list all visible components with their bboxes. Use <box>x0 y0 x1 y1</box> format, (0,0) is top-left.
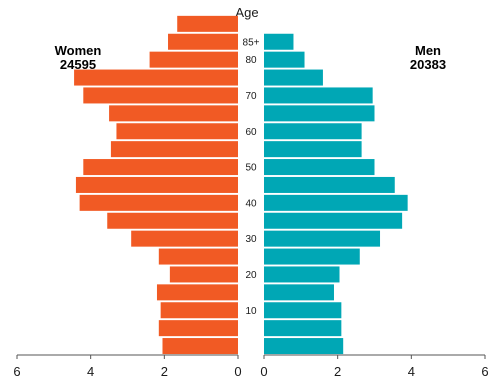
women-bars <box>74 15 239 355</box>
women-bar <box>169 266 238 283</box>
women-bar <box>107 212 239 229</box>
women-bar <box>168 33 238 50</box>
women-series-name: Women <box>55 43 102 58</box>
men-bar <box>264 51 305 68</box>
men-bar <box>264 105 375 122</box>
women-x-axis: 0 2 4 6 <box>13 354 242 379</box>
women-bar <box>160 302 238 319</box>
men-x-axis-tick-label: 0 <box>260 364 267 379</box>
men-bar <box>264 123 362 140</box>
women-bar <box>116 123 238 140</box>
women-bar <box>149 51 238 68</box>
men-bar <box>264 194 408 211</box>
men-series-name: Men <box>415 43 441 58</box>
age-tick-label: 30 <box>245 234 257 245</box>
men-bars <box>264 33 408 355</box>
women-bar <box>79 194 239 211</box>
women-bar <box>110 141 238 158</box>
women-x-axis-tick-label: 2 <box>161 364 168 379</box>
men-bar <box>264 159 375 176</box>
men-bar <box>264 176 395 193</box>
men-bar <box>264 248 360 265</box>
women-bar <box>131 230 238 247</box>
age-tick-label: 60 <box>245 127 257 138</box>
men-bar <box>264 87 373 104</box>
women-bar <box>177 15 238 32</box>
men-bar <box>264 230 381 247</box>
women-bar <box>74 69 238 86</box>
women-bar <box>158 320 238 337</box>
women-bar <box>83 159 238 176</box>
women-bar <box>162 338 238 355</box>
women-bar <box>156 284 238 301</box>
men-x-axis-tick-label: 4 <box>408 364 415 379</box>
men-bar <box>264 141 362 158</box>
women-series-total: 24595 <box>60 57 96 72</box>
men-bar <box>264 284 334 301</box>
age-tick-label: 10 <box>245 306 257 317</box>
men-bar <box>264 69 323 86</box>
women-bar <box>158 248 238 265</box>
men-x-axis-tick-label: 2 <box>334 364 341 379</box>
age-tick-label: 85+ <box>243 37 260 48</box>
age-tick-labels: 10 20 30 40 50 60 70 80 85+ <box>243 37 260 317</box>
men-bar <box>264 266 340 283</box>
age-tick-label: 20 <box>245 270 257 281</box>
men-bar <box>264 212 403 229</box>
women-bar <box>109 105 238 122</box>
men-bar <box>264 33 294 50</box>
women-group-title: Women 24595 <box>55 43 102 72</box>
men-bar <box>264 302 342 319</box>
men-bar <box>264 320 342 337</box>
age-tick-label: 50 <box>245 163 257 174</box>
women-bar <box>83 87 238 104</box>
age-axis-title: Age <box>235 5 258 20</box>
men-x-axis-tick-label: 6 <box>481 364 488 379</box>
men-series-total: 20383 <box>410 57 446 72</box>
men-group-title: Men 20383 <box>410 43 446 72</box>
age-tick-label: 70 <box>245 91 257 102</box>
women-x-axis-tick-label: 0 <box>234 364 241 379</box>
age-tick-label: 80 <box>245 55 257 66</box>
men-x-axis: 0 2 4 6 <box>260 354 489 379</box>
women-x-axis-tick-label: 4 <box>87 364 94 379</box>
age-tick-label: 40 <box>245 198 257 209</box>
women-x-axis-tick-label: 6 <box>13 364 20 379</box>
men-bar <box>264 338 344 355</box>
women-bar <box>75 176 239 193</box>
